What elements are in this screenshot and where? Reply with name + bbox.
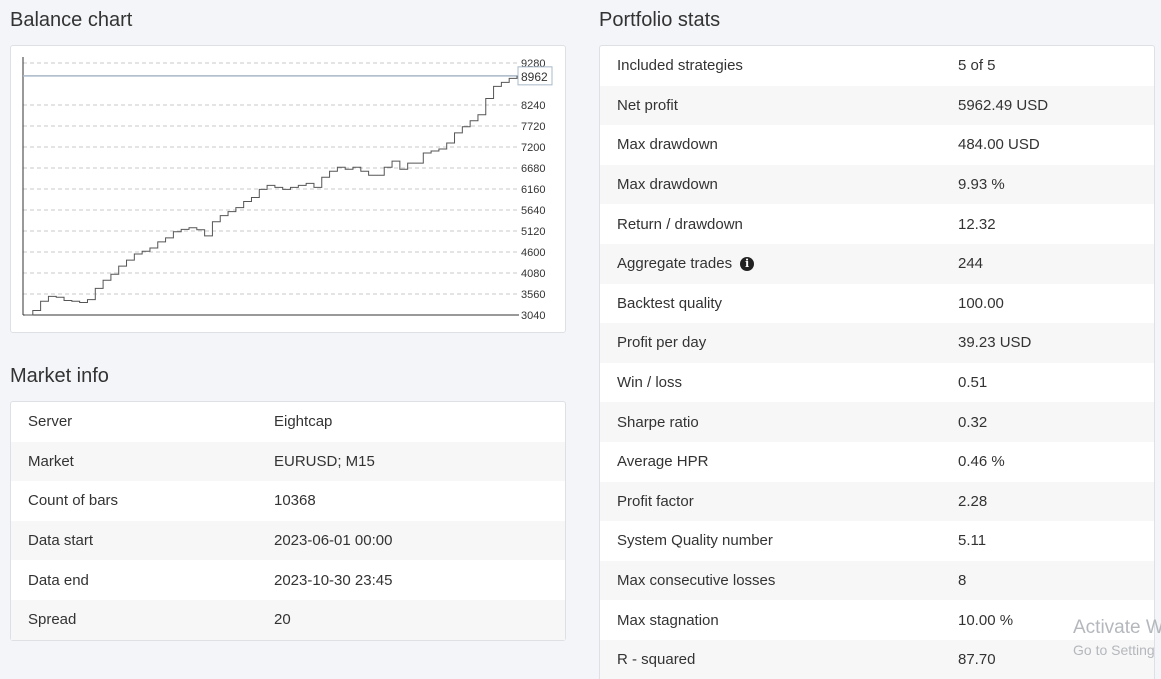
market-info-label: Count of bars	[28, 492, 119, 510]
market-info-table: Server Eightcap Market EURUSD; M15 Count of …	[10, 401, 566, 641]
y-tick-label: 7200	[521, 142, 545, 154]
y-tick-label: 6680	[521, 163, 545, 175]
y-tick-label: 4080	[521, 268, 545, 280]
portfolio-stats-label: Win / loss	[617, 374, 683, 392]
portfolio-stats-row: Included strategies 5 of 5	[600, 46, 1154, 86]
portfolio-stats-value: 5962.49 USD	[958, 96, 1049, 114]
y-tick-label: 7720	[521, 121, 545, 133]
y-tick-label: 5120	[521, 226, 545, 238]
portfolio-stats-value: 0.51	[958, 374, 988, 392]
portfolio-stats-value: 87.70	[958, 651, 996, 669]
portfolio-stats-row: Profit per day 39.23 USD	[600, 323, 1154, 363]
market-info-value: 2023-06-01 00:00	[274, 532, 393, 550]
market-info-label: Data end	[28, 571, 89, 589]
portfolio-stats-row: Max drawdown 484.00 USD	[600, 125, 1154, 165]
portfolio-stats-value: 244	[958, 255, 984, 273]
market-info-value: 2023-10-30 23:45	[274, 571, 393, 589]
portfolio-stats-row: Sharpe ratio 0.32	[600, 402, 1154, 442]
activate-windows-watermark: Activate W	[1073, 617, 1161, 638]
portfolio-stats-title: Portfolio stats	[599, 9, 721, 31]
portfolio-stats-label: System Quality number	[617, 532, 773, 550]
market-info-title: Market info	[10, 365, 109, 387]
portfolio-stats-value: 0.46 %	[958, 453, 1005, 471]
market-info-value: 20	[274, 611, 291, 629]
portfolio-stats-row: Return / drawdown 12.32	[600, 204, 1154, 244]
portfolio-stats-row: Aggregate trades i 244	[600, 243, 1154, 284]
portfolio-stats-value: 5 of 5	[958, 57, 996, 75]
y-tick-label: 8240	[521, 100, 545, 112]
balance-chart-panel: 9280 8240 7720 7200 6680 6160 5640 5120 4600 4080…	[10, 45, 566, 333]
portfolio-stats-row: Average HPR 0.46 %	[600, 442, 1154, 482]
portfolio-stats-label: Return / drawdown	[617, 215, 743, 233]
portfolio-stats-label: Max stagnation	[617, 611, 719, 629]
market-info-row: Server Eightcap	[11, 402, 565, 442]
portfolio-stats-label: R - squared	[617, 651, 696, 669]
portfolio-stats-label: Aggregate trades	[617, 255, 733, 273]
portfolio-stats-label: Max drawdown	[617, 136, 718, 154]
activate-windows-settings-hint: Go to Setting	[1073, 642, 1155, 658]
y-tick-label: 4600	[521, 247, 545, 259]
last-value-box	[517, 66, 553, 86]
balance-chart-title: Balance chart	[10, 9, 133, 31]
portfolio-stats-row: Win / loss 0.51	[600, 363, 1154, 403]
info-icon[interactable]: i	[740, 256, 755, 271]
portfolio-stats-value: 9.93 %	[958, 176, 1005, 194]
portfolio-stats-value: 484.00 USD	[958, 136, 1040, 154]
portfolio-stats-row: R - squared 87.70	[600, 639, 1154, 679]
portfolio-stats-row: Backtest quality 100.00	[600, 284, 1154, 324]
market-info-row: Spread 20	[11, 599, 565, 640]
market-info-row: Count of bars 10368	[11, 481, 565, 521]
portfolio-stats-label: Net profit	[617, 96, 678, 114]
y-tick-label: 3560	[521, 289, 545, 301]
market-info-label: Data start	[28, 532, 94, 550]
balance-chart: 9280824077207200668061605640512046004080…	[22, 57, 553, 322]
last-value-label: 8962	[521, 70, 548, 84]
market-info-row: Data start 2023-06-01 00:00	[11, 520, 565, 561]
portfolio-stats-value: 100.00	[958, 294, 1004, 312]
balance-line	[25, 75, 518, 316]
portfolio-stats-value: 12.32	[958, 215, 996, 233]
portfolio-stats-value: 5.11	[958, 532, 987, 550]
portfolio-stats-value: 2.28	[958, 492, 988, 510]
portfolio-stats-label: Max consecutive losses	[617, 572, 776, 590]
portfolio-stats-table: Included strategies 5 of 5 Net profit 5962.…	[599, 45, 1155, 679]
market-info-row: Data end 2023-10-30 23:45	[11, 560, 565, 600]
market-info-value: Eightcap	[274, 413, 333, 431]
portfolio-stats-label: Included strategies	[617, 57, 743, 75]
market-info-value: 10368	[274, 492, 316, 510]
portfolio-stats-label: Backtest quality	[617, 294, 723, 312]
portfolio-stats-label: Average HPR	[617, 453, 709, 471]
portfolio-stats-value: 8	[958, 572, 967, 590]
market-info-label: Server	[28, 413, 73, 431]
market-info-label: Spread	[28, 611, 77, 629]
portfolio-stats-value: 10.00 %	[958, 611, 1014, 629]
portfolio-stats-row: System Quality number 5.11	[600, 521, 1154, 561]
y-tick-label: 6160	[521, 184, 545, 196]
portfolio-stats-row: Profit factor 2.28	[600, 481, 1154, 522]
y-tick-label: 3040	[521, 310, 545, 322]
portfolio-stats-row: Max consecutive losses 8	[600, 560, 1154, 601]
portfolio-stats-label: Profit per day	[617, 334, 707, 352]
market-info-row: Market EURUSD; M15	[11, 441, 565, 482]
portfolio-stats-label: Max drawdown	[617, 176, 718, 194]
portfolio-stats-label: Sharpe ratio	[617, 413, 699, 431]
market-info-value: EURUSD; M15	[274, 452, 375, 470]
portfolio-stats-value: 0.32	[958, 413, 988, 431]
market-info-label: Market	[28, 452, 74, 470]
portfolio-stats-label: Profit factor	[617, 492, 694, 510]
y-tick-label: 5640	[521, 205, 545, 217]
portfolio-stats-row: Max stagnation 10.00 %	[600, 600, 1154, 640]
portfolio-stats-row: Max drawdown 9.93 %	[600, 164, 1154, 205]
portfolio-stats-value: 39.23 USD	[958, 334, 1032, 352]
portfolio-stats-row: Net profit 5962.49 USD	[600, 85, 1154, 126]
